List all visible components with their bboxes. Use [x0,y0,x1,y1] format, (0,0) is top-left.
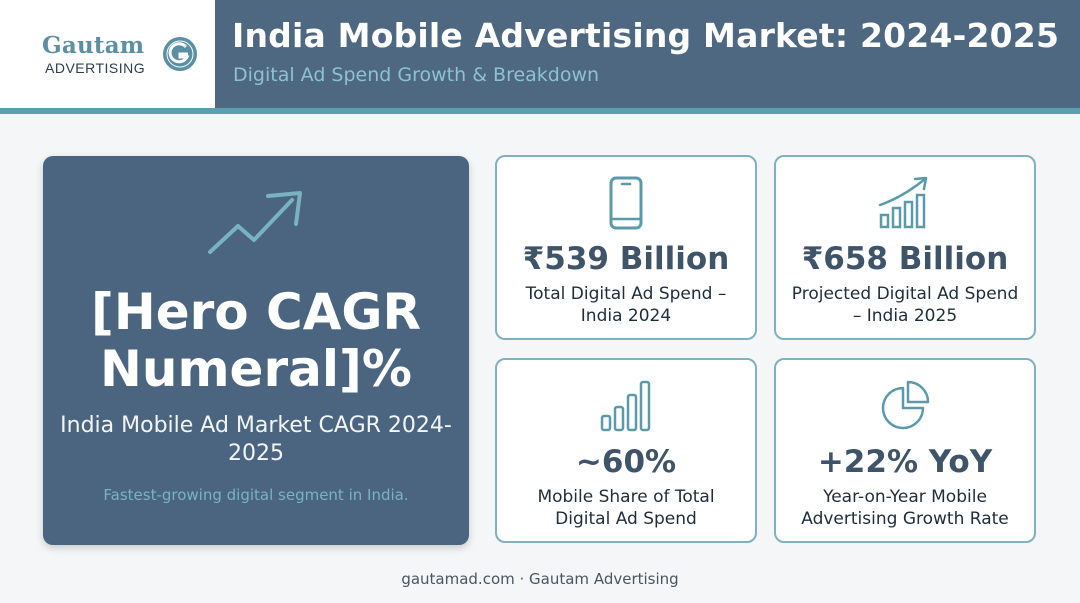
logo[interactable]: Gautam ADVERTISING [0,0,215,108]
page-title: India Mobile Advertising Market: 2024-20… [232,16,1060,55]
hero-cagr-number: [Hero CAGR Numeral]% [91,283,421,398]
stat-label: Total Digital Ad Spend – India 2024 [525,284,727,326]
stat-label: Mobile Share of Total Digital Ad Spend [537,487,715,529]
header-divider [0,108,1080,114]
stat-card-yoy-growth: +22% YoY Year-on-Year Mobile Advertising… [774,358,1036,543]
bar-chart-icon [600,380,651,432]
stat-card-mobile-share: ~60% Mobile Share of Total Digital Ad Sp… [495,358,757,543]
stat-value: ₹539 Billion [522,241,730,277]
hero-cagr-label: India Mobile Ad Market CAGR 2024-2025 [60,413,452,466]
stat-label: Year-on-Year Mobile Advertising Growth R… [801,487,1009,529]
page-subtitle: Digital Ad Spend Growth & Breakdown [233,64,600,86]
logo-name: Gautam [42,32,145,59]
stat-value: +22% YoY [817,444,993,480]
stat-value: ~60% [575,444,677,480]
header-banner: Gautam ADVERTISING India Mobile Advertis… [0,0,1080,108]
stat-value: ₹658 Billion [801,241,1009,277]
pie-chart-icon [881,380,930,430]
logo-emblem-icon [163,37,197,71]
growth-bars-arrow-icon [878,176,928,229]
stat-label: Projected Digital Ad Spend – India 2025 [791,284,1019,326]
smartphone-icon [609,176,643,230]
trend-arrow-icon [208,191,302,254]
footer-credit: gautamad.com · Gautam Advertising [401,570,679,588]
hero-note: Fastest-growing digital segment in India… [103,486,409,504]
stat-card-total-2024: ₹539 Billion Total Digital Ad Spend – In… [495,155,757,340]
stat-card-projected-2025: ₹658 Billion Projected Digital Ad Spend … [774,155,1036,340]
hero-cagr-panel: [Hero CAGR Numeral]% India Mobile Ad Mar… [43,156,469,545]
logo-subtext: ADVERTISING [45,60,146,76]
